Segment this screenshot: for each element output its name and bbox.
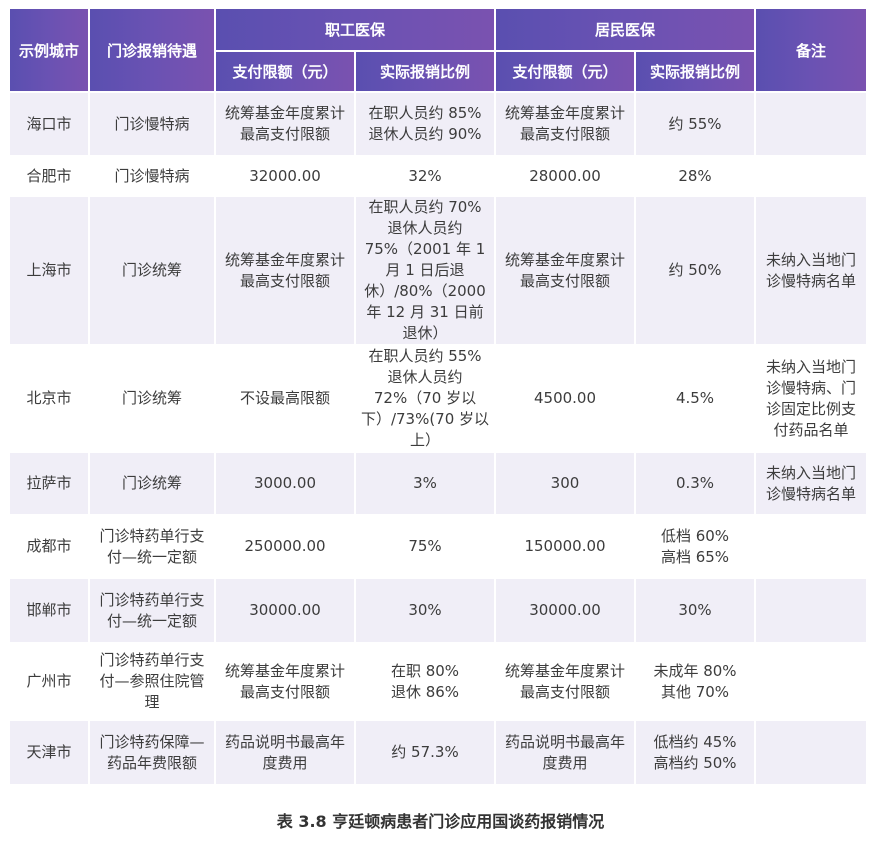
cell-treatment: 门诊统筹 [90,453,214,514]
cell-res-ratio: 4.5% [636,346,754,451]
cell-city: 成都市 [10,516,88,577]
cell-city: 北京市 [10,346,88,451]
cell-emp-limit: 32000.00 [216,157,354,195]
cell-emp-limit: 3000.00 [216,453,354,514]
cell-treatment: 门诊特药单行支付—参照住院管理 [90,644,214,719]
table-row: 北京市 门诊统筹 不设最高限额 在职人员约 55% 退休人员约 72%（70 岁以… [10,346,866,451]
cell-treatment: 门诊统筹 [90,197,214,344]
cell-city: 广州市 [10,644,88,719]
cell-treatment: 门诊特药单行支付—统一定额 [90,516,214,577]
cell-city: 邯郸市 [10,579,88,642]
table-row: 邯郸市 门诊特药单行支付—统一定额 30000.00 30% 30000.00 … [10,579,866,642]
cell-res-ratio: 低档 60% 高档 65% [636,516,754,577]
cell-treatment: 门诊统筹 [90,346,214,451]
cell-notes [756,579,866,642]
cell-res-limit: 30000.00 [496,579,634,642]
cell-notes [756,721,866,784]
cell-emp-ratio: 30% [356,579,494,642]
cell-emp-ratio: 在职 80% 退休 86% [356,644,494,719]
cell-city: 天津市 [10,721,88,784]
cell-emp-limit: 30000.00 [216,579,354,642]
cell-treatment: 门诊慢特病 [90,93,214,155]
cell-res-ratio: 0.3% [636,453,754,514]
cell-emp-ratio: 在职人员约 70% 退休人员约 75%（2001 年 1 月 1 日后退休）/80… [356,197,494,344]
cell-res-ratio: 低档约 45% 高档约 50% [636,721,754,784]
cell-notes: 未纳入当地门诊慢特病、门诊固定比例支付药品名单 [756,346,866,451]
cell-emp-ratio: 在职人员约 55% 退休人员约 72%（70 岁以下）/73%(70 岁以上） [356,346,494,451]
header-resident-insurance: 居民医保 [496,9,754,50]
cell-treatment: 门诊慢特病 [90,157,214,195]
cell-notes: 未纳入当地门诊慢特病名单 [756,453,866,514]
cell-city: 拉萨市 [10,453,88,514]
cell-res-limit: 28000.00 [496,157,634,195]
header-city: 示例城市 [10,9,88,91]
table-row: 拉萨市 门诊统筹 3000.00 3% 300 0.3% 未纳入当地门诊慢特病名… [10,453,866,514]
header-resident-limit: 支付限额（元） [496,52,634,91]
cell-emp-limit: 统筹基金年度累计最高支付限额 [216,93,354,155]
cell-city: 合肥市 [10,157,88,195]
cell-notes [756,516,866,577]
cell-emp-limit: 不设最高限额 [216,346,354,451]
table-row: 成都市 门诊特药单行支付—统一定额 250000.00 75% 150000.0… [10,516,866,577]
cell-emp-limit: 250000.00 [216,516,354,577]
cell-res-limit: 药品说明书最高年度费用 [496,721,634,784]
cell-res-ratio: 30% [636,579,754,642]
table-row: 海口市 门诊慢特病 统筹基金年度累计最高支付限额 在职人员约 85% 退休人员约 … [10,93,866,155]
cell-emp-limit: 药品说明书最高年度费用 [216,721,354,784]
cell-emp-limit: 统筹基金年度累计最高支付限额 [216,197,354,344]
cell-emp-ratio: 约 57.3% [356,721,494,784]
cell-res-limit: 150000.00 [496,516,634,577]
cell-res-limit: 300 [496,453,634,514]
cell-res-ratio: 约 50% [636,197,754,344]
cell-res-limit: 统筹基金年度累计最高支付限额 [496,644,634,719]
cell-emp-ratio: 3% [356,453,494,514]
cell-res-ratio: 未成年 80% 其他 70% [636,644,754,719]
table-row: 广州市 门诊特药单行支付—参照住院管理 统筹基金年度累计最高支付限额 在职 80… [10,644,866,719]
header-treatment: 门诊报销待遇 [90,9,214,91]
cell-treatment: 门诊特药单行支付—统一定额 [90,579,214,642]
cell-res-limit: 4500.00 [496,346,634,451]
table-row: 天津市 门诊特药保障—药品年费限额 药品说明书最高年度费用 约 57.3% 药品… [10,721,866,784]
cell-treatment: 门诊特药保障—药品年费限额 [90,721,214,784]
cell-res-limit: 统筹基金年度累计最高支付限额 [496,93,634,155]
cell-notes [756,644,866,719]
cell-emp-ratio: 32% [356,157,494,195]
cell-res-ratio: 28% [636,157,754,195]
cell-emp-ratio: 75% [356,516,494,577]
header-employee-ratio: 实际报销比例 [356,52,494,91]
table-row: 合肥市 门诊慢特病 32000.00 32% 28000.00 28% [10,157,866,195]
header-employee-limit: 支付限额（元） [216,52,354,91]
reimbursement-table: 示例城市 门诊报销待遇 职工医保 居民医保 备注 支付限额（元） 实际报销比例 … [8,7,868,786]
cell-city: 上海市 [10,197,88,344]
cell-city: 海口市 [10,93,88,155]
cell-res-limit: 统筹基金年度累计最高支付限额 [496,197,634,344]
cell-emp-ratio: 在职人员约 85% 退休人员约 90% [356,93,494,155]
cell-notes [756,93,866,155]
table-row: 上海市 门诊统筹 统筹基金年度累计最高支付限额 在职人员约 70% 退休人员约 7… [10,197,866,344]
header-resident-ratio: 实际报销比例 [636,52,754,91]
header-employee-insurance: 职工医保 [216,9,494,50]
cell-notes [756,157,866,195]
cell-emp-limit: 统筹基金年度累计最高支付限额 [216,644,354,719]
table-caption: 表 3.8 亨廷顿病患者门诊应用国谈药报销情况 [276,812,605,831]
cell-res-ratio: 约 55% [636,93,754,155]
header-notes: 备注 [756,9,866,91]
cell-notes: 未纳入当地门诊慢特病名单 [756,197,866,344]
